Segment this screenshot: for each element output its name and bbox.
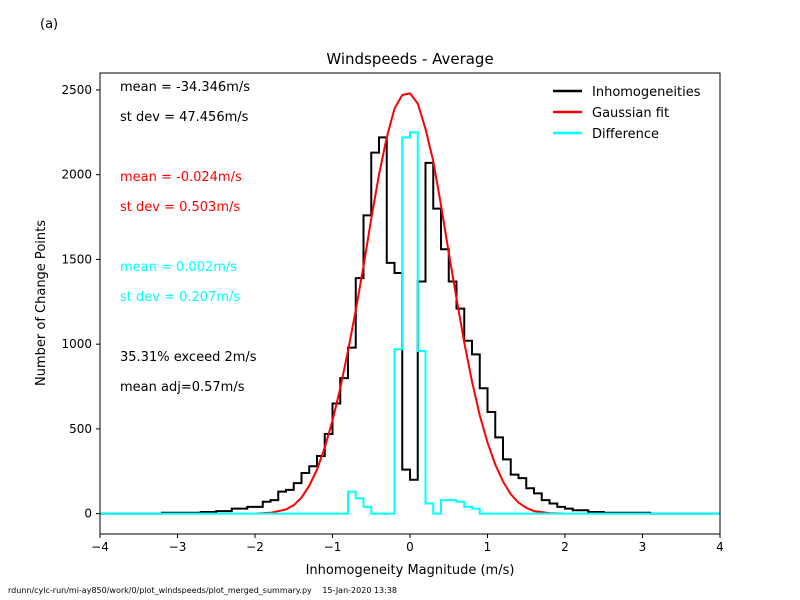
- x-tick-label: 0: [406, 540, 414, 554]
- axis-layer: −4 −3 −2 −1 0 1 2 3 4 0 500 1000 1500 2000 2500: [61, 83, 723, 554]
- annotation-layer: mean = -34.346m/s st dev = 47.456m/s mean …: [120, 80, 257, 395]
- annotation-text: st dev = 47.456m/s: [120, 110, 249, 125]
- y-tick-label: 1500: [61, 252, 92, 266]
- x-tick-label: −1: [324, 540, 342, 554]
- annotation-text: mean = 0.002m/s: [120, 260, 237, 275]
- series-difference: [100, 131, 720, 515]
- x-tick-label: 1: [484, 540, 492, 554]
- y-tick-label: 0: [84, 507, 92, 521]
- annotation-text: st dev = 0.207m/s: [120, 290, 240, 305]
- x-tick-label: −3: [169, 540, 187, 554]
- y-tick-label: 2500: [61, 83, 92, 97]
- x-tick-label: −4: [91, 540, 109, 554]
- x-tick-label: 3: [639, 540, 647, 554]
- annotation-text: mean = -0.024m/s: [120, 170, 242, 185]
- x-axis-label: Inhomogeneity Magnitude (m/s): [306, 563, 515, 578]
- annotation-text: mean = -34.346m/s: [120, 80, 250, 95]
- chart-title: Windspeeds - Average: [326, 50, 493, 68]
- legend-label: Gaussian fit: [592, 106, 669, 121]
- series-layer: [100, 92, 720, 515]
- legend-label: Difference: [592, 127, 659, 142]
- x-tick-label: −2: [246, 540, 264, 554]
- legend-label: Inhomogeneities: [592, 85, 701, 100]
- panel-label: (a): [40, 17, 59, 32]
- annotation-text: st dev = 0.503m/s: [120, 200, 240, 215]
- y-tick-label: 2000: [61, 168, 92, 182]
- footer-path: rdunn/cylc-run/mi-ay850/work/0/plot_wind…: [8, 586, 312, 595]
- x-tick-label: 4: [716, 540, 724, 554]
- series-inhomogeneities: [100, 136, 720, 515]
- footer: rdunn/cylc-run/mi-ay850/work/0/plot_wind…: [8, 586, 397, 595]
- y-axis-label: Number of Change Points: [34, 220, 49, 386]
- x-tick-label: 2: [561, 540, 569, 554]
- y-tick-label: 500: [69, 422, 92, 436]
- series-gaussian-fit: [254, 92, 566, 515]
- footer-timestamp: 15-Jan-2020 13:38: [322, 586, 397, 595]
- annotation-text: 35.31% exceed 2m/s: [120, 350, 257, 365]
- y-tick-label: 1000: [61, 337, 92, 351]
- annotation-text: mean adj=0.57m/s: [120, 380, 245, 395]
- legend: Inhomogeneities Gaussian fit Difference: [553, 85, 701, 142]
